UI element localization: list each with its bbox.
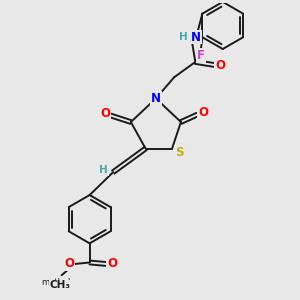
Text: F: F xyxy=(197,49,205,62)
Text: S: S xyxy=(175,146,184,159)
Text: O: O xyxy=(107,257,117,271)
Text: O: O xyxy=(64,257,74,271)
Text: CH₃: CH₃ xyxy=(50,280,71,290)
Text: N: N xyxy=(151,92,161,105)
Text: O: O xyxy=(198,106,208,119)
Text: H: H xyxy=(99,165,108,175)
Text: N: N xyxy=(191,31,201,44)
Text: methyl: methyl xyxy=(42,278,71,287)
Text: H: H xyxy=(179,32,188,42)
Text: O: O xyxy=(215,59,225,72)
Text: O: O xyxy=(100,107,110,120)
